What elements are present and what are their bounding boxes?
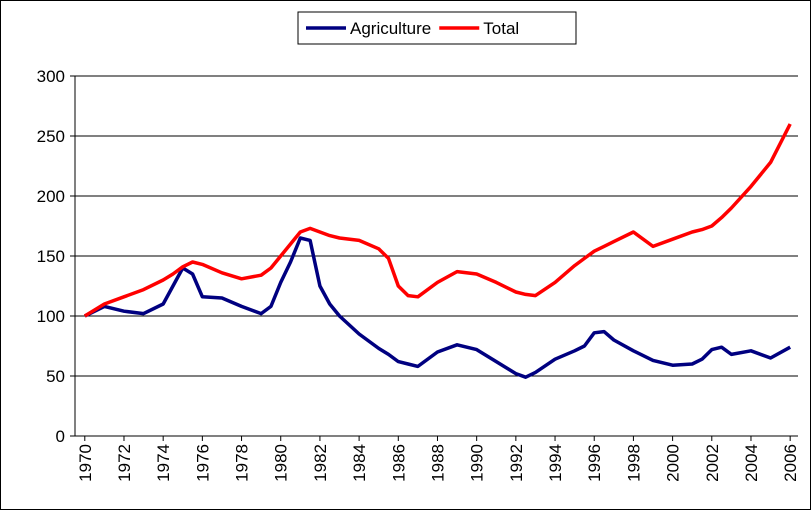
x-tick-label: 2006	[781, 444, 800, 482]
x-tick-label: 1972	[115, 444, 134, 482]
y-tick-label: 100	[37, 307, 65, 326]
x-tick-label: 1980	[272, 444, 291, 482]
x-tick-label: 1984	[350, 444, 369, 482]
y-tick-label: 300	[37, 67, 65, 86]
x-tick-label: 1998	[624, 444, 643, 482]
line-series	[83, 123, 792, 318]
x-tick-label: 2002	[703, 444, 722, 482]
x-tick-label: 1990	[468, 444, 487, 482]
x-tick-label: 1988	[428, 444, 447, 482]
x-tick-label: 1970	[76, 444, 95, 482]
y-tick-label: 250	[37, 127, 65, 146]
line-series	[84, 236, 792, 379]
x-tick-label: 1996	[585, 444, 604, 482]
x-tick-label: 1992	[507, 444, 526, 482]
x-tick-label: 1986	[389, 444, 408, 482]
legend-label: Agriculture	[350, 19, 431, 38]
x-tick-label: 1976	[193, 444, 212, 482]
x-tick-label: 2000	[664, 444, 683, 482]
x-tick-label: 1974	[154, 444, 173, 482]
y-tick-label: 150	[37, 247, 65, 266]
y-tick-label: 0	[56, 427, 65, 446]
x-tick-label: 1982	[311, 444, 330, 482]
x-tick-label: 2004	[742, 444, 761, 482]
y-tick-label: 50	[46, 367, 65, 386]
y-tick-label: 200	[37, 187, 65, 206]
x-tick-label: 1978	[233, 444, 252, 482]
legend-label: Total	[483, 19, 519, 38]
x-tick-label: 1994	[546, 444, 565, 482]
